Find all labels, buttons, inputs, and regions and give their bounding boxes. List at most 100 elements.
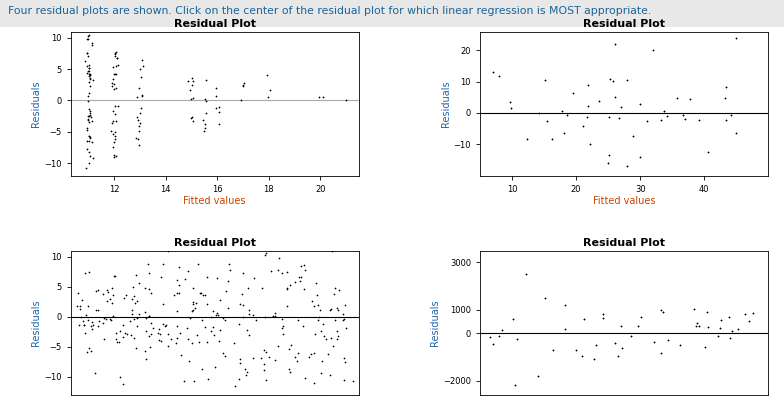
- Point: [223, 267, 236, 273]
- Point: [83, 109, 96, 116]
- Point: [688, 306, 700, 313]
- Point: [73, 322, 85, 328]
- Point: [82, 68, 94, 74]
- Point: [247, 312, 260, 318]
- Y-axis label: Residuals: Residuals: [441, 80, 451, 127]
- Point: [83, 108, 96, 114]
- Point: [590, 341, 602, 348]
- Point: [128, 292, 140, 299]
- Point: [74, 305, 86, 312]
- Point: [195, 289, 208, 296]
- Point: [140, 356, 152, 363]
- Point: [284, 368, 296, 375]
- Point: [712, 332, 724, 339]
- Point: [92, 322, 104, 329]
- Point: [108, 50, 121, 57]
- Point: [220, 288, 232, 295]
- Point: [134, 65, 147, 72]
- Point: [118, 329, 131, 336]
- Point: [129, 345, 142, 352]
- Point: [83, 79, 96, 86]
- Point: [271, 267, 284, 273]
- Point: [655, 116, 667, 123]
- Point: [296, 322, 309, 329]
- Point: [143, 313, 156, 320]
- Point: [82, 68, 95, 75]
- Point: [314, 369, 327, 376]
- Point: [162, 248, 174, 255]
- Point: [156, 320, 169, 327]
- Point: [130, 272, 143, 278]
- Point: [223, 261, 235, 268]
- Point: [207, 323, 220, 330]
- Point: [81, 69, 93, 76]
- Point: [345, 240, 358, 247]
- Point: [684, 95, 696, 102]
- Point: [677, 111, 689, 118]
- Point: [132, 128, 145, 134]
- Point: [241, 368, 253, 375]
- Point: [107, 118, 120, 124]
- Point: [116, 334, 129, 341]
- Point: [171, 290, 183, 297]
- Point: [209, 332, 221, 339]
- Point: [602, 152, 615, 158]
- Point: [171, 308, 183, 315]
- Point: [127, 284, 140, 291]
- Point: [237, 313, 249, 320]
- Point: [330, 327, 343, 334]
- Point: [337, 355, 350, 362]
- Point: [103, 295, 116, 302]
- Point: [108, 81, 121, 88]
- Point: [109, 273, 122, 279]
- Point: [730, 34, 742, 41]
- Point: [237, 82, 249, 89]
- Point: [336, 311, 349, 318]
- Point: [107, 76, 119, 82]
- Point: [328, 291, 341, 298]
- Point: [521, 136, 533, 142]
- Point: [254, 232, 267, 239]
- Point: [111, 85, 123, 92]
- Point: [81, 63, 93, 70]
- Point: [278, 323, 290, 329]
- Point: [109, 71, 122, 78]
- Point: [86, 76, 99, 83]
- Point: [197, 117, 209, 123]
- Point: [85, 118, 98, 124]
- Point: [108, 139, 121, 145]
- Point: [213, 327, 226, 333]
- Point: [120, 291, 132, 298]
- Point: [229, 383, 241, 389]
- Point: [82, 61, 95, 68]
- Point: [182, 335, 194, 342]
- Point: [213, 104, 226, 110]
- Point: [111, 55, 123, 62]
- Point: [719, 95, 731, 102]
- Point: [267, 313, 279, 320]
- Point: [162, 330, 174, 337]
- Title: Residual Plot: Residual Plot: [174, 19, 256, 29]
- Point: [608, 339, 621, 346]
- Point: [172, 281, 185, 288]
- Title: Residual Plot: Residual Plot: [583, 239, 665, 249]
- Point: [134, 110, 147, 116]
- Y-axis label: Residuals: Residuals: [31, 299, 42, 346]
- Point: [187, 307, 199, 313]
- Point: [83, 112, 96, 118]
- Point: [102, 288, 114, 295]
- Point: [209, 105, 222, 111]
- Point: [170, 340, 183, 346]
- Point: [107, 144, 119, 151]
- Point: [307, 349, 320, 356]
- Point: [212, 338, 225, 345]
- Point: [277, 331, 289, 337]
- Point: [558, 302, 571, 308]
- Point: [109, 63, 122, 69]
- Point: [194, 289, 206, 296]
- Point: [503, 99, 516, 105]
- Point: [262, 93, 274, 100]
- Point: [724, 335, 736, 341]
- Point: [510, 336, 523, 343]
- Point: [305, 297, 318, 304]
